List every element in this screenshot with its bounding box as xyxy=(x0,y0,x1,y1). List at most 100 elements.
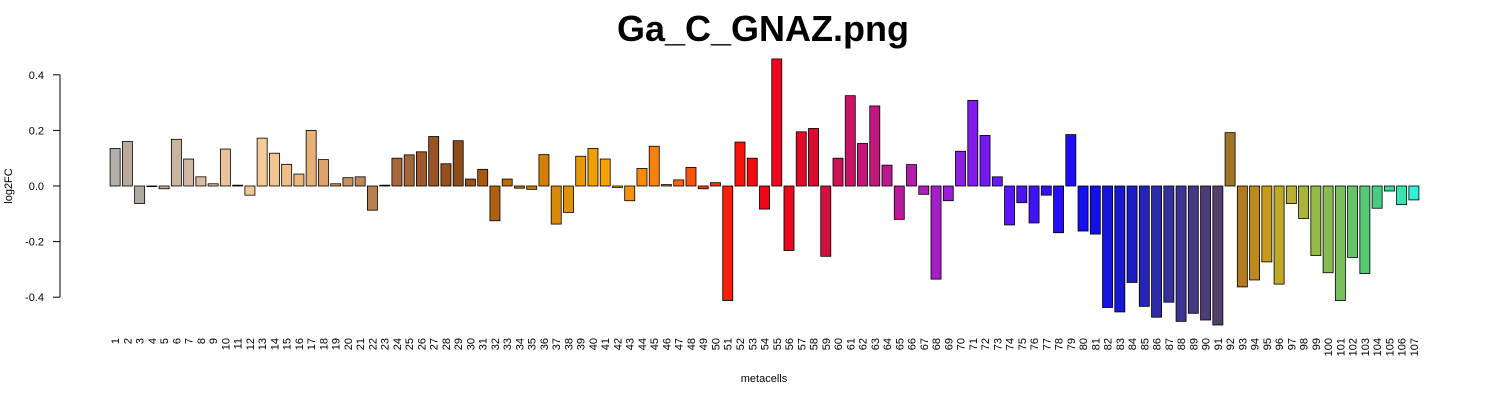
bar-12 xyxy=(244,185,256,196)
x-tick-label: 47 xyxy=(674,338,686,350)
x-tick-label: 82 xyxy=(1103,338,1115,350)
x-tick-label: 32 xyxy=(490,338,502,350)
x-tick-label: 65 xyxy=(894,338,906,350)
bar-74 xyxy=(1004,185,1015,226)
x-tick-label: 31 xyxy=(478,338,490,350)
bar-58 xyxy=(808,128,819,187)
x-tick-label: 76 xyxy=(1029,338,1041,350)
x-tick-label: 69 xyxy=(943,338,955,350)
bar-57 xyxy=(795,131,807,187)
bar-78 xyxy=(1053,185,1064,234)
bar-5 xyxy=(158,185,170,190)
bar-2 xyxy=(121,141,133,187)
bar-36 xyxy=(538,154,550,187)
bar-8 xyxy=(195,176,207,187)
bar-76 xyxy=(1028,185,1040,224)
x-tick-label: 61 xyxy=(845,338,857,350)
bar-104 xyxy=(1371,185,1383,209)
x-tick-label: 96 xyxy=(1274,338,1286,350)
x-tick-label: 9 xyxy=(208,338,220,344)
bar-71 xyxy=(967,99,979,187)
x-tick-label: 105 xyxy=(1384,338,1396,356)
bar-13 xyxy=(256,137,268,187)
bar-21 xyxy=(354,176,366,187)
x-tick-label: 44 xyxy=(637,338,649,350)
bar-15 xyxy=(281,163,293,187)
bar-75 xyxy=(1016,185,1028,204)
bar-52 xyxy=(734,141,746,187)
x-tick-label: 36 xyxy=(539,338,551,350)
x-tick-label: 13 xyxy=(257,338,269,350)
x-tick-label: 19 xyxy=(331,338,343,350)
x-tick-label: 89 xyxy=(1188,338,1200,350)
bar-45 xyxy=(648,145,660,187)
bar-60 xyxy=(832,157,844,187)
y-axis-title: log2FC xyxy=(3,168,15,204)
x-tick-label: 21 xyxy=(355,338,367,350)
bar-99 xyxy=(1310,185,1322,256)
x-tick-label: 70 xyxy=(956,338,968,350)
x-tick-label: 23 xyxy=(380,338,392,350)
x-tick-label: 34 xyxy=(514,338,526,350)
bar-16 xyxy=(293,173,305,187)
x-tick-label: 33 xyxy=(502,338,514,350)
bar-42 xyxy=(612,185,623,188)
bar-28 xyxy=(440,163,452,187)
bar-37 xyxy=(550,185,562,225)
y-tick-label: 0.0 xyxy=(29,181,44,193)
x-tick-label: 35 xyxy=(527,338,539,350)
x-tick-label: 57 xyxy=(796,338,808,350)
chart-title: Ga_C_GNAZ.png xyxy=(616,8,910,49)
x-tick-label: 67 xyxy=(919,338,931,350)
bar-6 xyxy=(170,138,182,187)
x-tick-label: 45 xyxy=(649,338,661,350)
bar-54 xyxy=(759,185,770,210)
y-axis: -0.4 -0.2 0.0 0.2 0.4 xyxy=(25,70,61,304)
bar-67 xyxy=(918,185,930,195)
bar-66 xyxy=(906,164,917,187)
x-tick-label: 11 xyxy=(233,338,245,349)
y-tick-label: 0.4 xyxy=(29,70,44,82)
bar-90 xyxy=(1200,185,1212,321)
bar-68 xyxy=(930,185,942,280)
x-tick-label: 98 xyxy=(1299,338,1311,350)
bar-53 xyxy=(746,157,758,187)
bar-100 xyxy=(1322,185,1334,274)
bar-101 xyxy=(1334,185,1346,301)
x-tick-label: 17 xyxy=(306,338,318,350)
x-tick-label: 54 xyxy=(760,338,772,350)
bar-7 xyxy=(183,158,195,187)
bar-47 xyxy=(673,179,685,187)
bar-32 xyxy=(489,185,501,222)
bar-84 xyxy=(1126,185,1138,283)
x-tick-label: 83 xyxy=(1115,338,1127,350)
x-tick-label: 48 xyxy=(686,338,698,350)
bar-18 xyxy=(317,159,329,187)
x-tick-label: 12 xyxy=(245,338,257,350)
bar-4 xyxy=(146,185,158,188)
bar-10 xyxy=(219,148,231,187)
bar-23 xyxy=(379,184,391,187)
bar-63 xyxy=(869,105,881,187)
x-tick-label: 49 xyxy=(698,338,710,350)
bar-20 xyxy=(342,177,354,187)
x-tick-label: 77 xyxy=(1041,338,1053,350)
x-tick-label: 93 xyxy=(1237,338,1249,350)
x-tick-label: 39 xyxy=(576,338,588,350)
bar-95 xyxy=(1261,185,1273,263)
bar-69 xyxy=(942,185,954,202)
x-tick-label: 40 xyxy=(588,338,600,350)
x-tick-label: 72 xyxy=(980,338,992,350)
x-tick-label: 102 xyxy=(1348,338,1360,356)
bar-38 xyxy=(563,185,574,213)
bar-55 xyxy=(771,58,783,187)
x-tick-label: 64 xyxy=(882,338,894,350)
bar-61 xyxy=(844,95,856,187)
x-tick-label: 10 xyxy=(220,338,232,350)
bar-35 xyxy=(526,185,538,190)
x-tick-label: 43 xyxy=(625,338,637,350)
x-tick-label: 86 xyxy=(1152,338,1164,350)
bar-86 xyxy=(1151,185,1163,318)
bar-1 xyxy=(109,148,121,187)
bar-103 xyxy=(1359,185,1371,274)
